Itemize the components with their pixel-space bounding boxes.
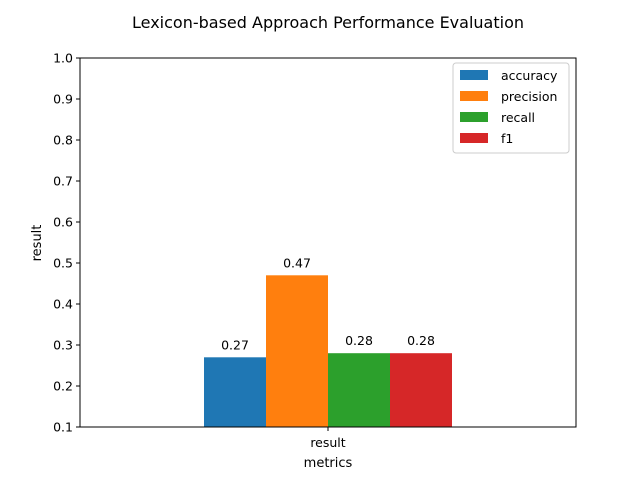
x-tick-label: result — [310, 435, 345, 450]
y-tick-label: 0.3 — [53, 338, 73, 353]
y-tick-label: 0.8 — [53, 133, 73, 148]
y-tick-label: 0.7 — [53, 174, 73, 189]
chart-title: Lexicon-based Approach Performance Evalu… — [132, 13, 524, 32]
legend-swatch-accuracy — [460, 70, 488, 80]
legend-label-accuracy: accuracy — [501, 68, 558, 83]
legend-box — [452, 62, 570, 154]
y-tick-label: 1.0 — [53, 51, 73, 66]
legend-swatch-precision — [460, 91, 488, 101]
bar-f1 — [390, 353, 452, 427]
ticks-layer: 0.1 0.2 0.3 0.4 0.5 0.6 0.7 0.8 0.9 1.0 result — [53, 51, 346, 451]
bar-precision — [266, 275, 328, 427]
legend-swatch-recall — [460, 112, 488, 122]
y-axis-label: result — [30, 225, 45, 262]
data-label-f1: 0.28 — [407, 333, 435, 348]
data-label-accuracy: 0.27 — [221, 337, 249, 352]
legend-label-recall: recall — [501, 110, 535, 125]
y-tick-label: 0.5 — [53, 256, 73, 271]
y-tick-label: 0.2 — [53, 379, 73, 394]
y-tick-label: 0.1 — [53, 420, 73, 435]
legend: accuracy precision recall f1 — [452, 62, 570, 154]
y-tick-label: 0.4 — [53, 297, 73, 312]
x-axis-label: metrics — [304, 456, 353, 471]
legend-label-precision: precision — [501, 89, 557, 104]
plot-frame — [79, 57, 577, 428]
legend-label-f1: f1 — [501, 131, 513, 146]
bar-recall — [328, 353, 390, 427]
bars-layer: 0.27 0.47 0.28 0.28 — [204, 255, 452, 427]
bar-accuracy — [204, 357, 266, 427]
y-tick-label: 0.9 — [53, 92, 73, 107]
data-label-precision: 0.47 — [283, 255, 311, 270]
y-tick-label: 0.6 — [53, 215, 73, 230]
legend-swatch-f1 — [460, 133, 488, 143]
data-label-recall: 0.28 — [345, 333, 373, 348]
